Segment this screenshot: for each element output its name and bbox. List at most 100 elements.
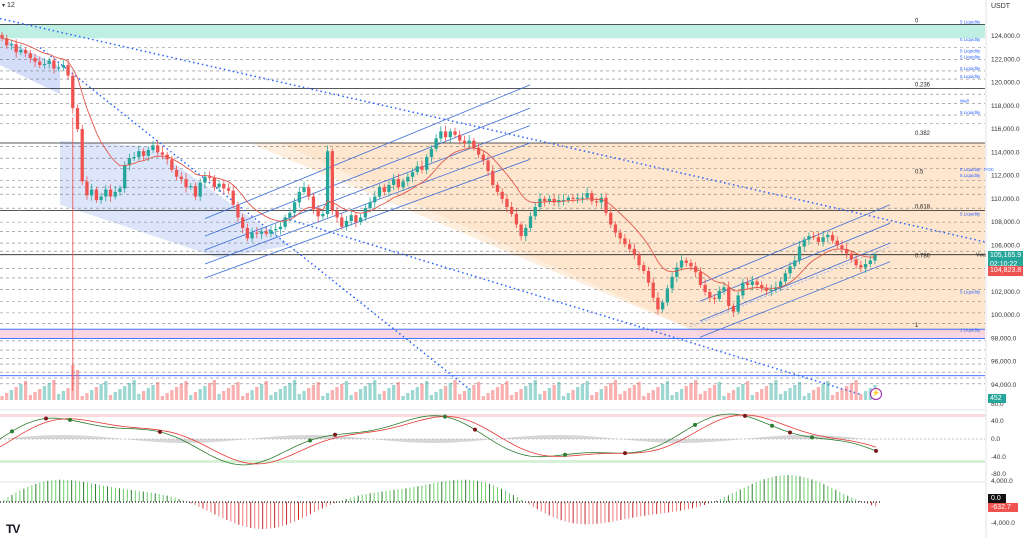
candle-body <box>316 209 320 217</box>
volume-bar <box>760 389 764 400</box>
volume-bar <box>85 393 89 400</box>
volume-bar <box>415 387 419 400</box>
volume-bar <box>363 386 368 400</box>
volume-bar <box>118 389 122 400</box>
cross-dot <box>874 448 878 453</box>
candle-body <box>576 197 580 199</box>
volume-bar <box>472 385 476 400</box>
candle-body <box>543 198 547 202</box>
candle-body <box>434 138 438 149</box>
channel-line <box>699 204 891 285</box>
candle-body <box>354 215 358 223</box>
volume-bar <box>623 391 627 400</box>
last-price-badge: 105,165.9 02:10:22 <box>988 251 1023 270</box>
candle-body <box>642 265 646 271</box>
candle-body <box>826 234 830 238</box>
volume-bar <box>547 388 552 400</box>
shade-triangle-1 <box>0 37 60 95</box>
hist-last-badge: -632.7 <box>988 503 1018 512</box>
channel-line <box>699 242 891 322</box>
price-tick: 108,000.0 <box>991 219 1020 226</box>
price-tick: 124,000.0 <box>991 33 1020 40</box>
volume-bar <box>23 381 28 400</box>
candle-body <box>863 264 868 268</box>
interval-header[interactable]: ▾ 12 <box>2 2 15 9</box>
candle-body <box>420 166 424 170</box>
candle-body <box>132 156 136 159</box>
candle-body <box>656 297 660 310</box>
volume-bar <box>660 384 665 400</box>
last-price: 105,165.9 <box>990 252 1022 259</box>
volume-bar <box>689 383 693 400</box>
macd-tick: -40.0 <box>991 454 1006 461</box>
liquidity-label: 5 Liquidity <box>960 110 981 115</box>
volume-bar <box>727 393 731 400</box>
volume-bar <box>826 381 830 400</box>
volume-bar <box>594 392 599 400</box>
candle-body <box>755 281 759 285</box>
candle-body <box>9 44 14 46</box>
volume-bar <box>845 386 849 400</box>
volume-bar <box>80 396 84 400</box>
volume-bar <box>358 389 363 400</box>
dotted-trendline-steep <box>39 47 471 391</box>
volume-bar <box>250 390 254 400</box>
macd-shade <box>0 435 876 443</box>
candle-body <box>151 145 155 151</box>
price-tick: 110,000.0 <box>991 196 1020 203</box>
candle-body <box>66 65 70 76</box>
volume-bar <box>425 381 429 400</box>
chevron-down-icon[interactable]: ▾ <box>2 3 6 9</box>
volume-bar <box>637 382 641 400</box>
lightning-icon[interactable]: ⚡ <box>870 388 882 400</box>
price-tick: 116,000.0 <box>991 126 1020 133</box>
volume-bar <box>627 388 632 400</box>
tradingview-logo[interactable]: TV <box>6 522 20 536</box>
fib-label: 0 <box>915 18 919 24</box>
channel-line <box>204 84 531 220</box>
candle-body <box>835 240 839 246</box>
candle-body <box>717 290 721 299</box>
volume-bar <box>557 382 561 400</box>
fib-label: 0.786 <box>915 253 931 259</box>
volume-bar <box>495 387 500 400</box>
volume-bar <box>675 392 679 400</box>
candle-body <box>514 213 519 225</box>
candle-body <box>250 232 254 239</box>
liquidity-label: 5 Liquidity <box>960 37 981 42</box>
candle-body <box>264 231 268 234</box>
candle-body <box>283 217 287 227</box>
shade-triangle-2 <box>60 140 290 259</box>
volume-bar <box>854 380 858 400</box>
candle-body <box>358 217 363 223</box>
candle-body <box>127 158 132 166</box>
candle-body <box>764 288 769 291</box>
candle-body <box>269 230 273 234</box>
volume-bar <box>708 388 712 400</box>
volume-bar <box>797 382 802 400</box>
channel-line <box>204 107 531 237</box>
volume-bar <box>38 389 42 400</box>
candle-body <box>99 196 103 201</box>
candle-body <box>184 179 188 188</box>
candle-body <box>241 217 245 228</box>
candle-body <box>23 49 28 54</box>
volume-bar <box>184 381 188 400</box>
candle-body <box>722 287 726 291</box>
price-tick: 120,000.0 <box>991 80 1020 87</box>
candle-body <box>552 198 556 203</box>
candle-body <box>42 63 47 66</box>
volume-bar <box>170 390 174 400</box>
volume-bar <box>222 391 226 400</box>
candle-body <box>458 134 462 141</box>
price-tick: 96,000.0 <box>991 359 1017 366</box>
volume-bar <box>646 393 651 400</box>
volume-bar <box>236 382 240 400</box>
volume-bar <box>703 391 707 400</box>
volume-bar <box>382 391 386 400</box>
volume-bar <box>774 380 778 400</box>
liquidity-label: 5 Liquidity <box>960 19 981 24</box>
volume-bar <box>514 392 519 400</box>
